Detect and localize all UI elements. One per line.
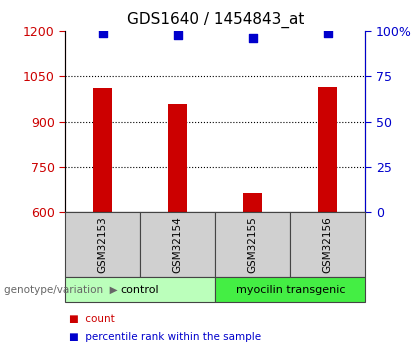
Text: control: control — [121, 285, 160, 295]
Text: ■  count: ■ count — [69, 314, 115, 324]
Text: genotype/variation  ▶: genotype/variation ▶ — [4, 285, 118, 295]
Point — [99, 30, 106, 36]
Bar — [318, 87, 337, 212]
Point — [249, 36, 256, 41]
Bar — [93, 88, 112, 212]
Bar — [168, 104, 187, 212]
Text: myocilin transgenic: myocilin transgenic — [236, 285, 345, 295]
Point — [325, 30, 331, 36]
Text: GSM32153: GSM32153 — [97, 216, 108, 273]
Point — [174, 32, 181, 38]
Text: GSM32156: GSM32156 — [323, 216, 333, 273]
Text: GSM32155: GSM32155 — [248, 216, 258, 273]
Text: ■  percentile rank within the sample: ■ percentile rank within the sample — [69, 332, 261, 342]
Title: GDS1640 / 1454843_at: GDS1640 / 1454843_at — [126, 12, 304, 28]
Bar — [244, 193, 262, 212]
Text: GSM32154: GSM32154 — [173, 216, 183, 273]
